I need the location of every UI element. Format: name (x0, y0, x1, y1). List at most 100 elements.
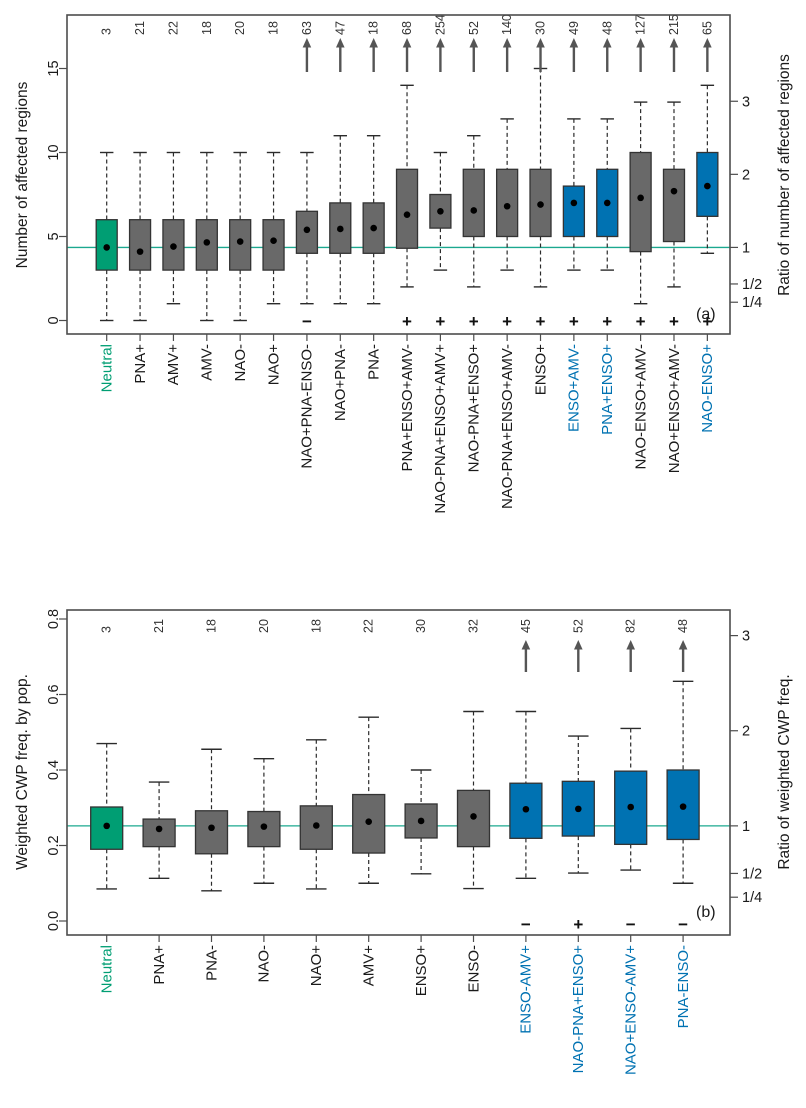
mean-dot (208, 824, 215, 832)
sample-count-label: 49 (567, 21, 581, 35)
significance-sign: + (435, 312, 445, 331)
increase-arrow-head-icon (369, 38, 378, 48)
y-axis-tick-label: 5 (46, 232, 62, 240)
panel-tag: (a) (696, 306, 716, 323)
iqr-box (194, 810, 229, 855)
panel-a: 3Neutral21PNA+22AMV+18AMV-20NAO-18NAO+63… (14, 14, 793, 514)
sample-count-label: 52 (467, 21, 481, 35)
mean-dot (470, 813, 477, 820)
x-axis-label: PNA- (365, 344, 382, 380)
mean-dot (575, 805, 582, 813)
mean-dot (522, 805, 530, 813)
sample-count-label: 20 (257, 619, 271, 633)
sample-count-label: 45 (519, 619, 533, 633)
mean-dot (670, 187, 678, 195)
ratio-axis-tick-label: 2 (742, 724, 750, 740)
boxplot-NAO+: 18 NAO+ (262, 21, 285, 386)
mean-dot (303, 226, 311, 234)
sample-count-label: 30 (534, 21, 548, 35)
mean-dot (603, 199, 611, 207)
increase-arrow-head-icon (402, 38, 412, 48)
boxplot-NAO-ENSO+: 65 + NAO-ENSO+ (696, 21, 719, 433)
iqr-box (262, 219, 285, 271)
iqr-box (299, 805, 333, 850)
mean-dot (103, 244, 110, 251)
increase-arrow-head-icon (436, 38, 445, 48)
x-axis-label: PNA+ENSO+AMV- (399, 344, 416, 472)
significance-sign: + (669, 312, 679, 331)
mean-dot (170, 243, 177, 250)
sample-count-label: 18 (309, 619, 323, 633)
sample-count-label: 21 (133, 21, 147, 35)
ratio-axis-tick-label: 1/4 (742, 295, 762, 311)
ratio-axis-tick-label: 1 (742, 240, 750, 256)
boxplot-ENSO-: 32 ENSO- (456, 619, 491, 993)
sample-count-label: 22 (362, 619, 376, 633)
boxplot-PNA+ENSO+AMV-: 68 + PNA+ENSO+AMV- (395, 21, 419, 472)
iqr-box (462, 168, 485, 238)
significance-sign: − (302, 312, 312, 331)
boxplot-NAO-PNA+ENSO+AMV+: 254 + NAO-PNA+ENSO+AMV+ (429, 14, 452, 514)
y-axis-tick-label: 0.2 (46, 835, 62, 855)
iqr-box (128, 219, 152, 271)
sample-count-label: 18 (367, 21, 381, 35)
sample-count-label: 48 (676, 619, 690, 633)
mean-dot (437, 208, 444, 215)
mean-dot (704, 182, 711, 190)
sample-count-label: 48 (600, 21, 614, 35)
iqr-box (662, 168, 686, 243)
sample-count-label: 68 (400, 21, 414, 35)
boxplot-Neutral: 3 Neutral (90, 626, 124, 993)
ratio-axis-tick-label: 1 (742, 819, 750, 835)
x-axis-label: ENSO- (465, 945, 482, 993)
mean-dot (503, 202, 511, 210)
sample-count-label: 20 (233, 21, 247, 35)
x-axis-label: NAO+PNA-ENSO- (299, 344, 316, 469)
x-axis-label: ENSO-AMV+ (518, 945, 535, 1034)
iqr-box (395, 168, 419, 249)
panel-b: 3Neutral21PNA+18PNA-20NAO-18NAO+22AMV+30… (14, 609, 793, 1075)
x-axis-label: NAO-ENSO+AMV- (632, 344, 649, 469)
sample-count-label: 32 (467, 619, 481, 633)
x-axis-label: NAO-PNA+ENSO+AMV+ (432, 344, 449, 514)
mean-dot (627, 803, 634, 811)
x-axis-label: NAO+ (265, 344, 282, 386)
increase-arrow-head-icon (469, 38, 479, 48)
mean-dot (370, 224, 377, 232)
increase-arrow-head-icon (536, 38, 545, 48)
mean-dot (203, 239, 211, 246)
x-axis-label: PNA+ (132, 344, 149, 384)
mean-dot (336, 225, 344, 233)
sample-count-label: 30 (414, 619, 428, 633)
panel-tag: (b) (696, 904, 716, 921)
y-axis-tick-label: 10 (46, 144, 62, 160)
boxplot-PNA-: 18 PNA- (194, 619, 229, 981)
mean-dot (270, 237, 277, 244)
sample-count-label: 82 (624, 619, 638, 633)
x-axis-label: AMV+ (361, 945, 378, 987)
mean-dot (236, 238, 244, 245)
increase-arrow-head-icon (602, 38, 612, 48)
sample-count-label: 47 (333, 21, 347, 35)
x-axis-label: PNA-ENSO- (675, 945, 692, 1028)
significance-sign: − (521, 915, 531, 934)
iqr-box (629, 151, 652, 253)
sample-count-label: 65 (700, 21, 714, 35)
sample-count-label: 140 (500, 14, 514, 35)
boxplot-ENSO+: 30 + ENSO+ (529, 21, 552, 395)
increase-arrow-head-icon (636, 38, 645, 48)
x-axis-label: Neutral (99, 945, 116, 993)
sample-count-label: 215 (667, 14, 681, 35)
increase-arrow-head-icon (502, 38, 512, 48)
boxplot-NAO-: 20 NAO- (229, 21, 252, 382)
x-axis-label: AMV- (199, 344, 216, 381)
boxplot-NAO-PNA+ENSO+: 52 + NAO-PNA+ENSO+ (462, 21, 485, 472)
iqr-box (142, 818, 176, 848)
plot-frame (66, 609, 731, 936)
sample-count-label: 254 (433, 14, 447, 35)
ratio-axis-tick-label: 1/2 (742, 277, 762, 293)
boxplot-NAO+PNA-ENSO-: 63 − NAO+PNA-ENSO- (295, 21, 319, 469)
mean-dot (103, 822, 110, 830)
